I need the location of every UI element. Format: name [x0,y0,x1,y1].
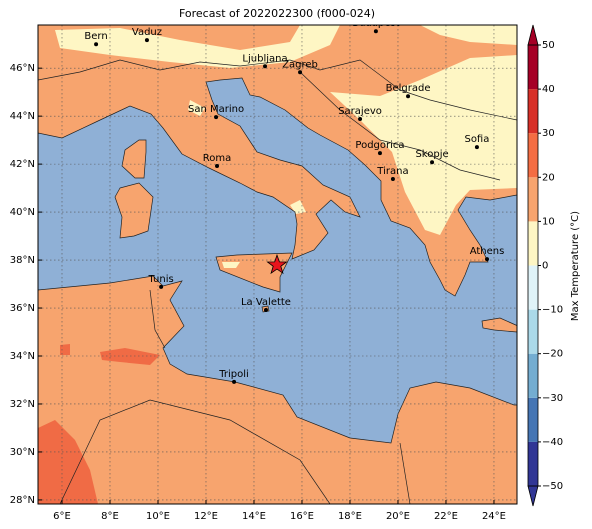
city-label: Zagreb [282,59,318,70]
city-label: Skopje [415,149,448,160]
colorbar-tick-label: −30 [542,393,563,404]
colorbar-label: Max Temperature (°C) [570,211,581,321]
colorbar-band [528,133,538,178]
city-dot [430,160,435,165]
city-label: San Marino [188,104,244,115]
city-label: Budapest [352,18,399,29]
colorbar-band [528,441,538,486]
city-dot [144,38,149,43]
x-tick-label: 14°E [242,511,266,522]
y-tick-label: 44°N [10,111,35,122]
city-label: Bern [84,31,107,42]
city-dot [485,257,490,262]
city-dot [298,70,303,75]
city-dot [263,307,268,312]
map-frame [37,24,518,505]
colorbar-tick-label: −10 [542,305,563,316]
city-dot [358,117,363,122]
x-tick-label: 8°E [101,511,119,522]
y-tick-label: 28°N [10,495,35,506]
y-tick-label: 38°N [10,255,35,266]
city-label: Tirana [376,166,408,177]
city-label: Vaduz [132,27,162,38]
city-label: Belgrade [386,83,431,94]
colorbar-band [528,177,538,222]
city-dot [159,284,164,289]
colorbar-band [528,353,538,398]
x-tick-label: 6°E [53,511,71,522]
city-label: Sofia [464,134,489,145]
city-label: Ljubljana [242,53,287,64]
y-tick-label: 32°N [10,399,35,410]
colorbar-tick-label: 30 [542,128,555,139]
city-label: Tunis [147,274,173,285]
y-tick-label: 34°N [10,351,35,362]
x-tick-label: 12°E [194,511,218,522]
map-title: Forecast of 2022022300 (f000-024) [179,7,375,20]
city-label: Athens [470,246,505,257]
city-label: Podgorica [355,140,404,151]
y-tick-label: 46°N [10,63,35,74]
city-label: Tripoli [218,369,249,380]
colorbar-band [528,45,538,90]
city-dot [373,29,378,34]
city-dot [263,64,268,69]
warm-areas [38,344,160,504]
colorbar-band [528,89,538,134]
y-tick-label: 36°N [10,303,35,314]
location-star [266,253,288,275]
city-dot [474,145,479,150]
colorbar-tick-label: −40 [542,437,563,448]
city-label: Sarajevo [338,106,382,117]
colorbar-band [528,309,538,354]
city-dot [214,115,219,120]
city-dot [94,42,99,47]
colorbar-tick-label: 50 [542,40,555,51]
colorbar-tick-label: 0 [542,261,548,272]
colorbar-band [528,221,538,266]
x-tick-label: 16°E [290,511,314,522]
city-dot [406,94,411,99]
colorbar: −50 −40 −30 −20 −10 0 10 20 30 40 50 [527,24,563,507]
y-tick-label: 30°N [10,447,35,458]
cool-areas [55,25,517,268]
city-dot [232,379,237,384]
colorbar-tick-label: 10 [542,216,555,227]
city-label: La Valette [241,297,291,308]
y-tick-label: 40°N [10,207,35,218]
coastlines [38,25,517,504]
colorbar-tick-label: −50 [542,481,563,492]
city-dot [215,164,220,169]
colorbar-tick-label: 40 [542,84,555,95]
colorbar-extend-min [527,485,539,507]
colorbar-extend-max [527,24,539,46]
x-tick-label: 18°E [338,511,362,522]
x-tick-label: 24°E [482,511,506,522]
x-tick-label: 10°E [146,511,170,522]
x-tick-label: 20°E [386,511,410,522]
city-dot [377,151,382,156]
colorbar-band [528,265,538,310]
city-label: Roma [203,153,232,164]
colorbar-tick-label: −20 [542,349,563,360]
x-tick-label: 22°E [434,511,458,522]
colorbar-tick-label: 20 [542,172,555,183]
y-tick-label: 42°N [10,159,35,170]
colorbar-band [528,397,538,442]
axes: 6°E 8°E 10°E 12°E 14°E 16°E 18°E 20°E 22°E 24°E 28… [10,63,506,522]
city-dot [390,176,395,181]
